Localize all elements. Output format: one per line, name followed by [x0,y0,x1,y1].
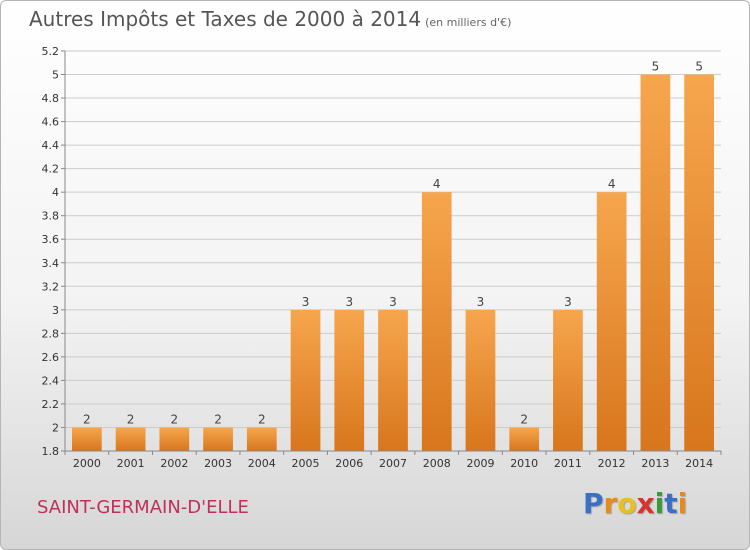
y-tick-label: 5 [52,69,59,82]
y-tick-label: 3.2 [42,280,60,293]
chart-title: Autres Impôts et Taxes de 2000 à 2014 (en… [29,7,511,31]
data-label: 5 [652,60,660,74]
bar-2000 [71,427,102,451]
x-tick-label: 2011 [554,457,582,470]
x-tick-label: 2004 [248,457,276,470]
y-tick-label: 4.2 [42,163,60,176]
bar-2007 [378,309,408,451]
y-tick-label: 4.6 [42,116,60,129]
bar-2013 [640,74,671,451]
y-tick-label: 2.4 [42,374,60,387]
x-tick-label: 2007 [379,457,407,470]
bar-2005 [290,309,321,451]
data-label: 2 [127,412,135,426]
y-tick-label: 3.6 [42,233,60,246]
data-label: 2 [171,412,179,426]
bar-2009 [465,309,496,451]
y-tick-label: 2.2 [42,398,60,411]
commune-name: SAINT-GERMAIN-D'ELLE [37,497,249,518]
y-tick-label: 3.8 [42,210,60,223]
logo-letter: i [654,487,665,520]
x-tick-labels: 2000 2001 2002 2003 2004 2005 2006 2007 2008 2009… [64,451,722,470]
y-tick-label: 2.6 [42,351,60,364]
bar-2008 [421,192,452,452]
y-tick-label: 3.4 [42,257,60,270]
bar-2001 [115,427,146,451]
data-label: 4 [433,177,441,191]
proxiti-logo[interactable]: Proxiti [583,487,687,520]
chart-title-text: Autres Impôts et Taxes de 2000 à 2014 [29,7,422,31]
logo-letter: r [603,487,618,520]
data-label: 4 [608,177,616,191]
x-tick-label: 2014 [685,457,713,470]
bar-2003 [203,427,233,451]
x-tick-label: 2006 [335,457,363,470]
data-label: 5 [695,60,703,74]
logo-letter: o [617,487,637,520]
logo-letter: i [677,487,688,520]
data-label: 2 [83,412,91,426]
bar-2010 [509,427,540,451]
bar-2006 [334,309,365,451]
x-tick-label: 2013 [641,457,669,470]
data-label: 3 [345,295,353,309]
logo-letter: P [583,487,604,520]
x-tick-label: 2000 [73,457,101,470]
data-label: 2 [258,412,266,426]
data-label: 3 [389,295,397,309]
logo-letter: x [636,487,655,520]
bar-2012 [596,192,627,452]
x-tick-label: 2005 [292,457,320,470]
data-label: 3 [302,295,310,309]
bars [71,74,715,452]
bar-2011 [553,309,583,451]
data-label: 3 [564,295,572,309]
y-tick-label: 4.8 [42,92,60,105]
y-tick-labels: 1.8 2 2.2 2.4 2.6 2.8 3 3.2 3.4 3.6 3.8 4 4.2 4.4 4.6 4… [42,45,60,458]
data-label: 3 [477,295,485,309]
bar-2014 [684,74,715,451]
x-tick-label: 2002 [160,457,188,470]
x-tick-label: 2009 [466,457,494,470]
x-tick-label: 2008 [423,457,451,470]
bar-2004 [246,427,277,451]
bar-2002 [159,427,190,451]
chart-title-unit: (en milliers d'€) [425,16,512,29]
logo-letter: t [664,487,678,520]
y-tick-label: 3 [52,304,59,317]
data-labels: 2 2 2 2 2 3 3 3 4 3 2 3 4 5 5 [83,60,703,427]
x-tick-label: 2001 [117,457,145,470]
axes [64,51,721,452]
y-tick-label: 4.4 [42,139,60,152]
x-tick-label: 2010 [510,457,538,470]
data-label: 2 [520,412,528,426]
x-tick-label: 2003 [204,457,232,470]
y-tick-label: 4 [52,186,59,199]
y-tick-label: 1.8 [42,445,60,458]
data-label: 2 [214,412,222,426]
x-tick-label: 2012 [598,457,626,470]
y-tick-label: 2.8 [42,327,60,340]
y-tick-label: 2 [52,421,59,434]
y-tick-label: 5.2 [42,45,60,58]
